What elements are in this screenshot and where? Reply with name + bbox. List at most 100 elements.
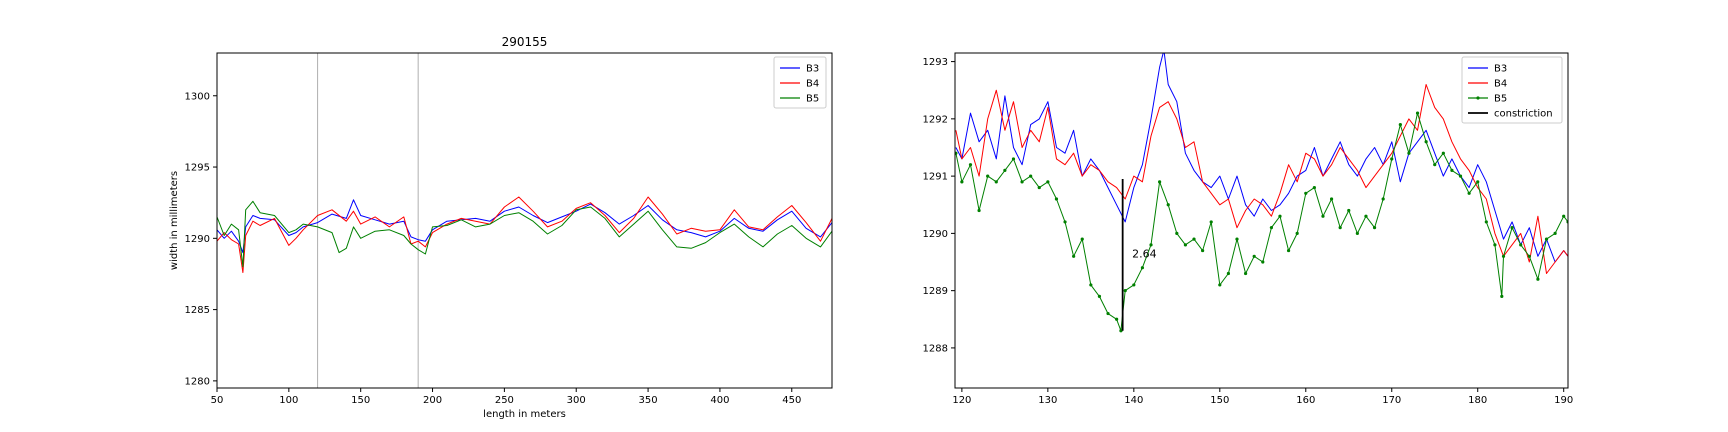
x-tick-label: 50 [211, 395, 224, 406]
series-line-b5 [217, 200, 832, 268]
x-tick-label: 300 [567, 395, 586, 406]
data-point-b5 [1003, 168, 1007, 172]
data-point-b5 [1140, 266, 1145, 270]
x-tick-label: 180 [1468, 395, 1487, 406]
data-point-b5 [1527, 254, 1531, 258]
axes-frame [216, 52, 833, 389]
data-point-b5 [1261, 260, 1265, 264]
y-tick-label: 1292 [923, 114, 948, 125]
data-point-b5 [1063, 220, 1067, 224]
chart-title: 290155 [502, 35, 548, 49]
series-line-b4 [217, 196, 832, 273]
data-point-b5 [1364, 214, 1368, 218]
data-point-b5 [1080, 237, 1084, 241]
legend: B3 B4 B5 constriction [1461, 56, 1563, 124]
y-tick-label: 1300 [185, 91, 210, 102]
data-point-b5 [1458, 174, 1463, 178]
x-tick-label: 120 [952, 395, 971, 406]
data-point-b5 [1020, 180, 1024, 184]
data-point-b5 [1218, 283, 1222, 287]
data-point-b5 [968, 163, 973, 167]
data-point-b5 [1201, 248, 1205, 253]
data-point-b5 [1072, 254, 1076, 258]
legend-label-b4: B4 [1494, 79, 1507, 90]
legend-label-b3: B3 [806, 64, 819, 75]
chart-1: 50 100 150 200 250 300 350 400 450 1280 1285 1290 12… [169, 35, 833, 420]
data-point-b5 [1192, 237, 1196, 241]
x-tick-label: 250 [495, 395, 514, 406]
legend-label-b4: B4 [806, 79, 819, 90]
data-point-b5 [1536, 277, 1540, 281]
data-point-b5 [960, 180, 964, 184]
data-point-b5 [1295, 231, 1299, 235]
data-point-b5 [1106, 311, 1110, 316]
chart-2: 2.64 120 130 140 150 160 170 180 190 1288 1289 1290… [923, 52, 1573, 406]
data-point-b5 [1089, 283, 1093, 287]
data-point-b5 [1209, 220, 1213, 224]
series-line-b5 [955, 112, 1568, 332]
y-tick-label: 1288 [923, 343, 948, 354]
data-point-b5 [1407, 151, 1411, 155]
legend-label-b3: B3 [1494, 64, 1507, 75]
data-point-b5 [1243, 271, 1248, 276]
x-tick-label: 150 [1210, 395, 1229, 406]
data-point-b5 [1433, 163, 1437, 167]
plot-area [217, 196, 832, 273]
y-tick-label: 1289 [923, 286, 948, 297]
data-point-b5 [1347, 208, 1351, 213]
series-line-b4 [955, 84, 1568, 274]
annotation-label: 2.64 [1132, 247, 1157, 260]
data-point-b5 [1119, 329, 1123, 333]
data-point-b5 [1175, 231, 1179, 235]
data-point-b5 [1011, 157, 1016, 161]
y-tick-label: 1293 [923, 57, 948, 68]
data-point-b5 [1510, 226, 1514, 230]
data-point-b5 [1484, 220, 1488, 224]
data-point-b5 [955, 151, 958, 155]
data-point-b5 [1398, 122, 1402, 127]
data-point-b5 [1158, 180, 1162, 184]
data-point-b5 [1183, 243, 1188, 247]
data-point-b5 [1054, 197, 1059, 201]
data-point-b5 [1441, 151, 1445, 155]
data-point-b5 [1338, 226, 1342, 230]
data-point-b5 [1166, 203, 1170, 207]
plot-area [955, 53, 1568, 333]
data-point-b5 [1372, 226, 1377, 230]
data-point-b5 [1029, 174, 1033, 178]
data-point-b5 [1235, 237, 1239, 241]
x-tick-label: 160 [1296, 395, 1315, 406]
data-point-b5 [994, 180, 998, 184]
x-tick-label: 150 [351, 395, 370, 406]
data-point-b5 [1329, 197, 1334, 201]
x-tick-label: 140 [1124, 395, 1143, 406]
data-point-b5 [1544, 237, 1549, 241]
x-tick-label: 130 [1038, 395, 1057, 406]
data-point-b5 [1304, 191, 1308, 195]
axes-frame [954, 52, 1569, 389]
data-point-b5 [1519, 243, 1523, 247]
data-point-b5 [986, 174, 990, 178]
y-axis-label: width in millimeters [169, 171, 180, 270]
y-tick-label: 1295 [185, 163, 210, 174]
data-point-b5 [1149, 243, 1153, 247]
data-point-b5 [1115, 317, 1119, 321]
data-point-b5 [1278, 214, 1282, 218]
x-tick-label: 190 [1554, 395, 1573, 406]
data-point-b5 [1390, 157, 1394, 161]
x-tick-label: 100 [279, 395, 298, 406]
data-point-b5 [1123, 289, 1127, 293]
data-point-b5 [1493, 243, 1497, 247]
data-point-b5 [1424, 140, 1428, 144]
y-tick-label: 1290 [923, 229, 948, 240]
x-tick-label: 450 [782, 395, 801, 406]
data-point-b5 [1252, 254, 1256, 258]
data-point-b5 [1450, 168, 1454, 172]
data-point-b5 [977, 208, 981, 213]
data-point-b5 [1476, 180, 1480, 184]
data-point-b5 [1321, 214, 1325, 218]
data-point-b5 [1046, 180, 1050, 184]
y-tick-label: 1291 [923, 172, 948, 183]
data-point-b5 [1467, 191, 1471, 195]
